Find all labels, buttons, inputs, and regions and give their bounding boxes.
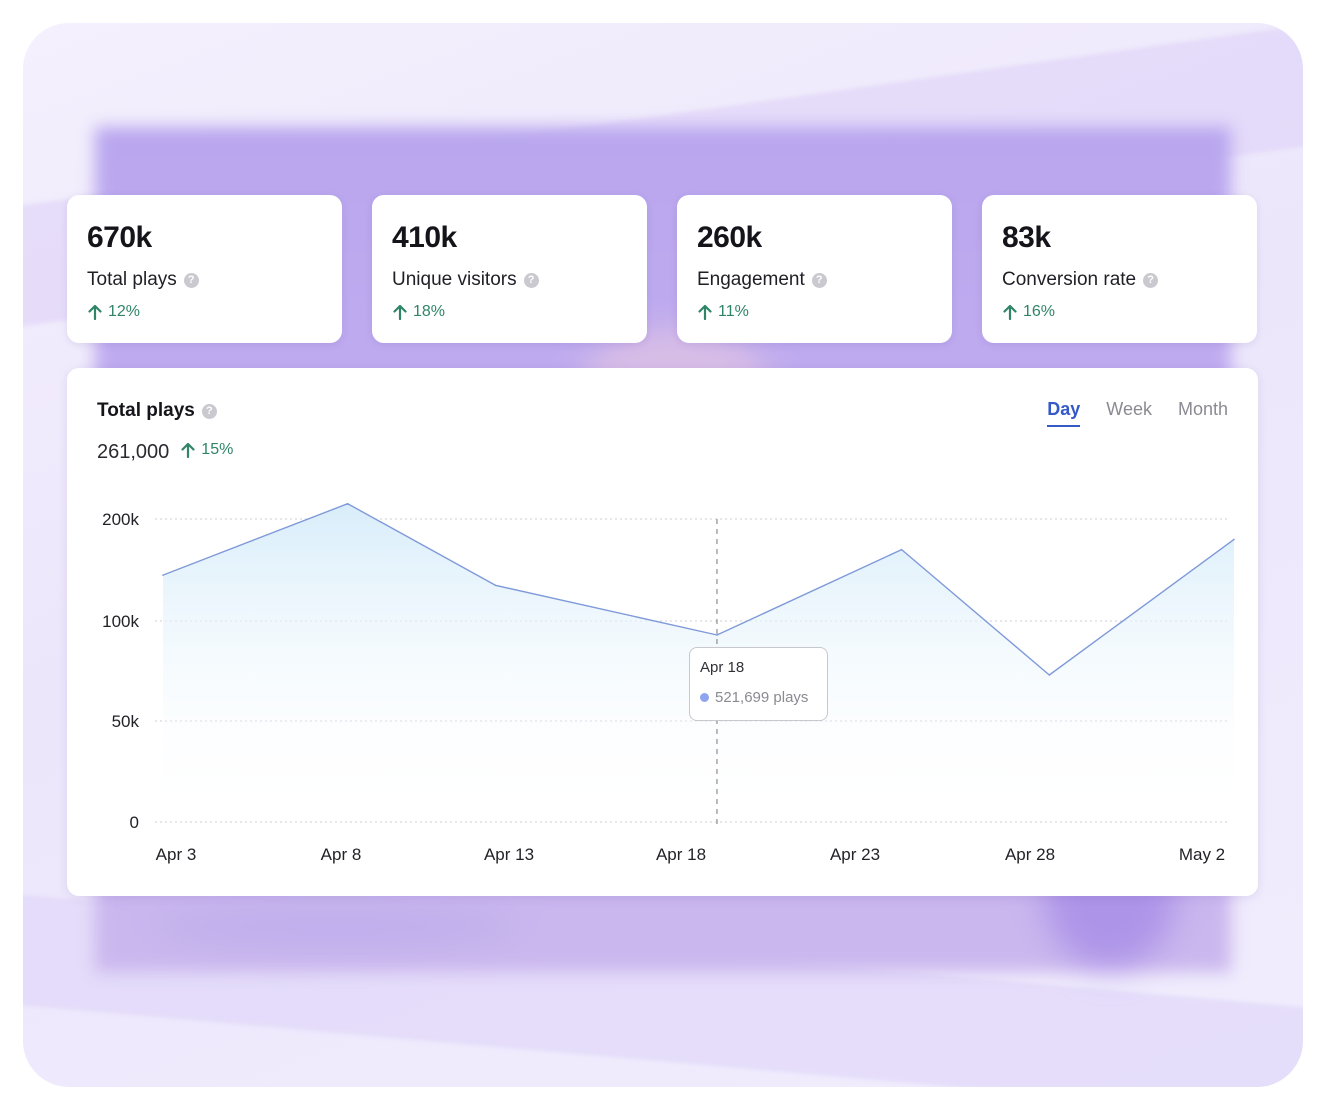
arrow-up-icon [181, 442, 195, 458]
x-tick-label: Apr 23 [830, 845, 880, 864]
stat-label-text: Unique visitors [392, 269, 517, 290]
y-tick-label: 100k [102, 612, 139, 631]
data-point [494, 584, 497, 587]
stat-value: 410k [392, 221, 457, 254]
y-tick-label: 200k [102, 510, 139, 529]
x-tick-label: Apr 18 [656, 845, 706, 864]
stat-delta: 12% [88, 303, 140, 321]
stat-card-total-plays[interactable]: 670k Total plays ? 12% [67, 195, 342, 343]
tab-week[interactable]: Week [1106, 399, 1152, 419]
stat-value: 670k [87, 221, 152, 254]
stat-value: 260k [697, 221, 762, 254]
data-point [716, 634, 718, 636]
question-circle-icon[interactable]: ? [183, 272, 199, 288]
question-circle-icon[interactable]: ? [201, 403, 217, 419]
data-point [900, 548, 903, 551]
question-circle-icon[interactable]: ? [1143, 272, 1159, 288]
arrow-up-icon [88, 304, 102, 320]
stat-delta-value: 11% [718, 303, 749, 320]
tooltip-value: 521,699 plays [715, 689, 809, 706]
stat-card-engagement[interactable]: 260k Engagement ? 11% [677, 195, 952, 343]
y-tick-label: 0 [130, 813, 139, 832]
chart-title-text: Total plays [97, 400, 195, 421]
question-circle-icon[interactable]: ? [811, 272, 827, 288]
question-circle-icon[interactable]: ? [523, 272, 539, 288]
chart-title: Total plays ? [97, 400, 217, 422]
tab-day[interactable]: Day [1047, 399, 1081, 427]
y-tick-label: 50k [112, 712, 140, 731]
data-point [162, 574, 164, 576]
stat-label: Engagement ? [697, 269, 827, 291]
stat-value: 83k [1002, 221, 1051, 254]
tab-month[interactable]: Month [1177, 399, 1228, 419]
x-tick-label: Apr 13 [484, 845, 534, 864]
data-point [346, 502, 349, 505]
arrow-up-icon [1003, 304, 1017, 320]
x-tick-label: Apr 28 [1005, 845, 1055, 864]
stat-label: Unique visitors ? [392, 269, 539, 291]
stat-label: Total plays ? [87, 269, 199, 291]
time-range-tabs: Day Week Month [1047, 399, 1228, 427]
stat-card-unique-visitors[interactable]: 410k Unique visitors ? 18% [372, 195, 647, 343]
chart-delta-value: 15% [201, 441, 234, 458]
x-tick-label: Apr 3 [156, 845, 197, 864]
x-tick-label: Apr 8 [321, 845, 362, 864]
chart-canvas[interactable]: 0 50k 100k 200k Apr 3 Apr 8 Apr 13 Apr 18 Apr 23… [67, 368, 1258, 896]
arrow-up-icon [393, 304, 407, 320]
stat-delta-value: 18% [413, 303, 446, 320]
tooltip-date: Apr 18 [700, 659, 745, 676]
stat-delta: 18% [393, 303, 445, 321]
chart-tooltip: Apr 18 521,699 plays [689, 647, 828, 721]
chart-summary: 261,000 15% [97, 441, 233, 464]
blurred-shape [155, 907, 515, 947]
stat-delta: 11% [698, 303, 749, 321]
stat-label-text: Total plays [87, 269, 177, 290]
data-point [1048, 674, 1051, 676]
series-color-dot [700, 693, 709, 702]
total-plays-chart-panel: 0 50k 100k 200k Apr 3 Apr 8 Apr 13 Apr 18 Apr 23… [67, 368, 1258, 896]
tooltip-value-row: 521,699 plays [700, 689, 817, 706]
chart-total-value: 261,000 [97, 441, 170, 463]
stat-delta-value: 12% [108, 303, 141, 320]
stat-label-text: Engagement [697, 269, 805, 290]
stat-label: Conversion rate ? [1002, 269, 1159, 291]
arrow-up-icon [698, 304, 712, 320]
chart-delta: 15% [181, 441, 233, 459]
stat-delta-value: 16% [1023, 303, 1056, 320]
data-point [1233, 538, 1235, 541]
stat-delta: 16% [1003, 303, 1055, 321]
x-tick-label: May 2 [1179, 845, 1225, 864]
stat-card-conversion-rate[interactable]: 83k Conversion rate ? 16% [982, 195, 1257, 343]
stat-label-text: Conversion rate [1002, 269, 1137, 290]
